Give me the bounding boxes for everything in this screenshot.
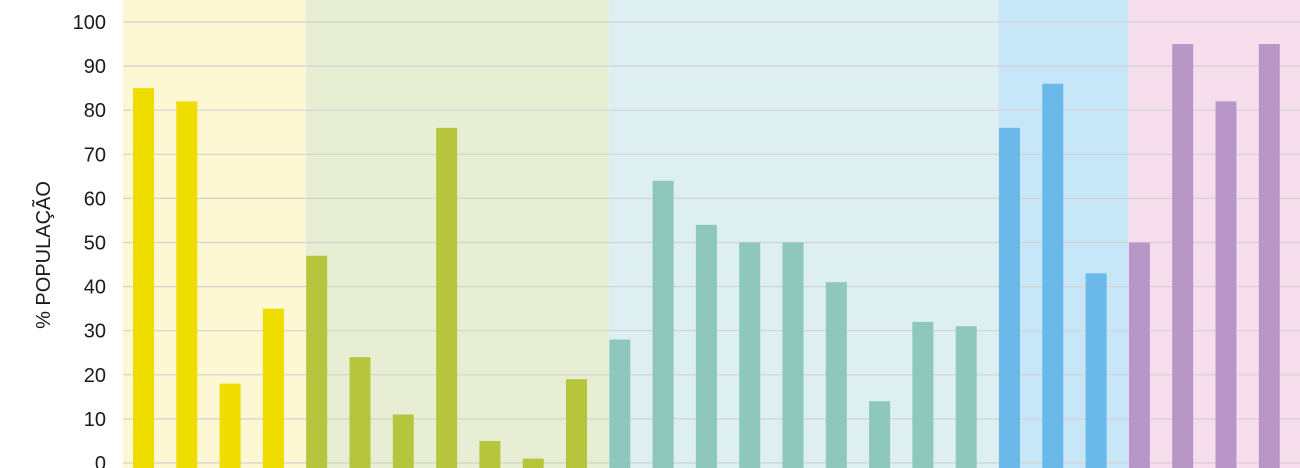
y-tick-label: 10	[84, 409, 106, 431]
bar	[1258, 44, 1280, 468]
bar	[1172, 44, 1194, 468]
bar	[262, 308, 284, 468]
bar	[609, 339, 631, 468]
bar	[133, 88, 154, 468]
bar	[479, 440, 501, 468]
bar	[955, 326, 977, 468]
bar	[1215, 101, 1237, 468]
y-tick-label: 80	[84, 100, 106, 122]
y-tick-label: 20	[84, 365, 106, 387]
y-tick-label: 60	[84, 188, 106, 210]
bar	[782, 242, 804, 468]
group-band	[998, 0, 1129, 468]
bar	[522, 458, 544, 468]
y-tick-label: 90	[84, 56, 106, 78]
bar	[176, 101, 198, 468]
bar	[306, 255, 328, 468]
bar	[1042, 83, 1064, 468]
bar	[999, 127, 1020, 468]
group-bands	[123, 0, 1300, 468]
y-tick-label: 0	[95, 453, 106, 468]
bar	[912, 321, 934, 468]
y-tick-label: 100	[73, 12, 106, 34]
bar	[392, 414, 414, 468]
bar	[1128, 242, 1150, 468]
bar	[869, 401, 891, 468]
bar	[652, 180, 674, 468]
bar	[1085, 273, 1107, 468]
bar	[219, 383, 241, 468]
y-axis-title: % POPULAÇÃO	[31, 181, 55, 329]
bars	[133, 44, 1280, 468]
y-tick-label: 30	[84, 321, 106, 343]
bar	[566, 379, 587, 468]
y-tick-label: 40	[84, 277, 106, 299]
y-axis-ticks: 0 10 20 30 40 50 60 70 80 90 100	[73, 12, 106, 468]
bar	[695, 224, 717, 468]
group-band	[608, 0, 999, 468]
y-tick-label: 50	[84, 233, 106, 255]
bar	[739, 242, 761, 468]
bar	[825, 282, 847, 468]
bar	[349, 357, 371, 468]
y-tick-label: 70	[84, 144, 106, 166]
bar	[436, 127, 458, 468]
